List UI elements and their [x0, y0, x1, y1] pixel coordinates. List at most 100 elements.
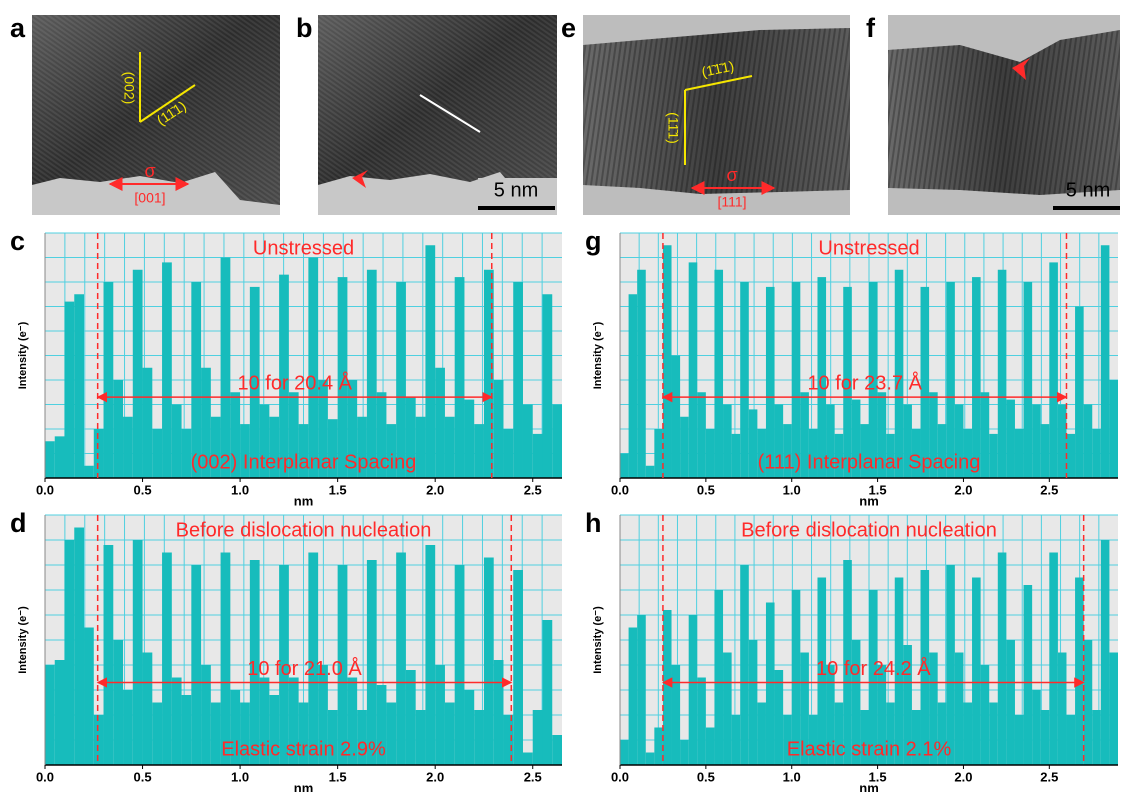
bar — [240, 424, 250, 478]
bar — [972, 577, 981, 765]
bar — [279, 274, 289, 478]
bar — [723, 404, 732, 478]
bar — [532, 433, 543, 478]
chart: 0.0 0.5 1.0 1.5 2.0 2.5 nm Intensity (e⁻) h 10 fo… — [585, 508, 1118, 792]
bar — [765, 286, 775, 478]
panel-letter: g — [585, 226, 602, 256]
bar — [45, 441, 55, 478]
panel-letter: c — [10, 226, 25, 256]
bar — [1092, 429, 1101, 478]
chart-title: Before dislocation nucleation — [741, 519, 997, 541]
bar — [327, 710, 338, 765]
bar — [415, 416, 426, 478]
x-tick-label: 0.0 — [611, 482, 629, 497]
chart: 0.0 0.5 1.0 1.5 2.0 2.5 nm Intensity (e⁻) c 10 fo… — [10, 226, 562, 508]
x-tick-label: 0.5 — [697, 769, 715, 784]
bar — [963, 702, 973, 765]
bar — [740, 565, 749, 765]
bar — [123, 416, 133, 478]
bar — [259, 404, 270, 478]
bar — [542, 620, 553, 765]
bar — [513, 282, 523, 478]
tem-image-e: (1̄1̄1) (11̄1) σ [111] — [583, 15, 850, 215]
bar — [911, 710, 921, 765]
bar — [1049, 262, 1058, 478]
y-axis-label: Intensity (e⁻) — [592, 321, 604, 389]
x-axis-label: nm — [294, 780, 314, 792]
bar — [1040, 424, 1050, 478]
bar — [113, 640, 124, 765]
bar — [54, 436, 65, 478]
bar — [620, 453, 629, 478]
stress-symbol: σ — [144, 161, 155, 181]
x-tick-label: 1.5 — [869, 769, 887, 784]
bar — [366, 269, 377, 478]
panel-letter: a — [10, 13, 26, 43]
tem-image-f: 5 nm — [888, 15, 1120, 215]
chart-note: (111) Interplanar Spacing — [758, 451, 981, 473]
bar — [1100, 245, 1110, 478]
bar — [288, 392, 299, 478]
bar — [1014, 429, 1024, 478]
bar — [103, 545, 114, 765]
bar — [64, 301, 75, 478]
y-axis-label: Intensity (e⁻) — [17, 606, 29, 674]
bar — [1023, 282, 1033, 478]
bar — [191, 565, 202, 765]
scale-bar-label: 5 nm — [1066, 179, 1110, 201]
bar — [1049, 552, 1058, 765]
bar — [191, 282, 202, 478]
bar — [714, 269, 724, 478]
bar — [444, 416, 455, 478]
bar — [1057, 404, 1067, 478]
bar — [1075, 577, 1084, 765]
bar — [826, 404, 835, 478]
bar — [697, 677, 706, 765]
bar — [740, 282, 749, 478]
bar — [748, 409, 758, 478]
bar — [405, 670, 416, 765]
bar — [249, 560, 260, 765]
bar — [894, 577, 904, 765]
bar — [493, 660, 504, 765]
bar — [210, 416, 221, 478]
x-tick-label: 1.5 — [329, 482, 347, 497]
x-tick-label: 2.0 — [954, 769, 972, 784]
bar — [783, 424, 792, 478]
bar — [808, 715, 818, 765]
bar — [1006, 399, 1015, 478]
bar — [522, 404, 533, 478]
bar — [1109, 380, 1118, 478]
bar — [64, 540, 75, 765]
chart-note: Elastic strain 2.1% — [787, 738, 952, 760]
bar — [376, 685, 387, 765]
bar — [132, 540, 143, 765]
y-axis-label: Intensity (e⁻) — [592, 606, 604, 674]
bar — [997, 552, 1007, 765]
bar — [654, 429, 663, 478]
chart-note: (002) Interplanar Spacing — [191, 451, 417, 473]
bar — [997, 269, 1007, 478]
bar — [1040, 710, 1050, 765]
bar — [834, 702, 844, 765]
bar — [269, 695, 280, 765]
x-tick-label: 2.5 — [1040, 482, 1058, 497]
bar — [74, 527, 85, 765]
bar — [1006, 640, 1015, 765]
bar — [645, 752, 655, 765]
x-tick-label: 0.5 — [697, 482, 715, 497]
bar — [1083, 404, 1093, 478]
bar — [671, 355, 681, 478]
bar — [132, 269, 143, 478]
bar — [877, 665, 887, 765]
bar — [937, 702, 947, 765]
x-tick-label: 0.0 — [36, 482, 54, 497]
bar — [181, 429, 192, 478]
x-tick-label: 2.5 — [524, 769, 542, 784]
panel-letter: b — [296, 13, 313, 43]
bar — [240, 702, 250, 765]
bar — [731, 433, 741, 478]
bar — [45, 665, 55, 765]
x-tick-label: 1.5 — [869, 482, 887, 497]
bar — [464, 690, 475, 765]
